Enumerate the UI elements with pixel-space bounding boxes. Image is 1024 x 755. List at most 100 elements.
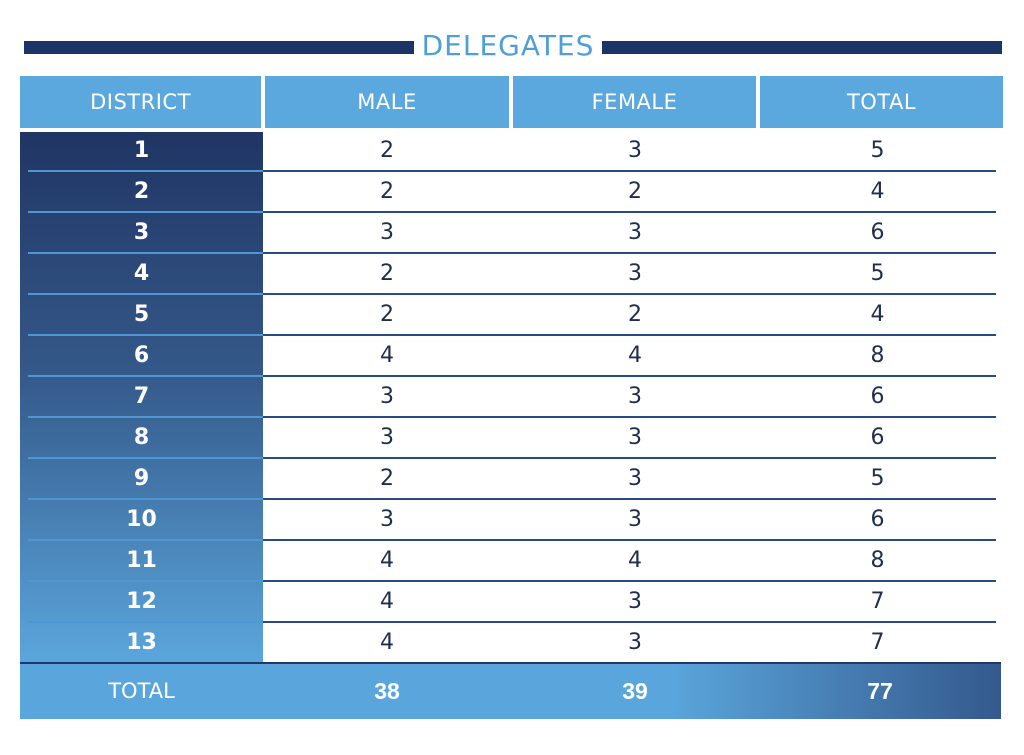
row-divider-district: [28, 375, 263, 377]
total-row: TOTAL 38 39 77: [20, 662, 1001, 719]
table-body: 1 2 3 5 2 2 2 4 3 3 3 6 4 2 3 5 5 2 2 4 6 4 4 8 7 3 3 6 8 3 3 6 9 2 3 5 10 3 3…: [20, 132, 996, 662]
table-row: 10 3 3 6: [20, 501, 996, 542]
row-divider: [263, 498, 996, 500]
row-divider: [263, 580, 996, 582]
table-row: 4 2 3 5: [20, 255, 996, 296]
cell-total: 8: [870, 343, 885, 368]
table-row: 12 4 3 7: [20, 583, 996, 624]
cell-female: 2: [628, 179, 642, 204]
cell-female: 3: [628, 425, 642, 450]
cell-total: 5: [870, 138, 885, 163]
table-row: 7 3 3 6: [20, 378, 996, 419]
table-row: 6 4 4 8: [20, 337, 996, 378]
cell-total: 4: [870, 302, 885, 327]
row-divider: [263, 252, 996, 254]
cell-male: 3: [380, 425, 394, 450]
cell-district: 8: [133, 425, 150, 450]
cell-district: 4: [133, 261, 150, 286]
cell-male: 2: [380, 179, 394, 204]
cell-male: 4: [380, 630, 394, 655]
table-row: 13 4 3 7: [20, 624, 996, 665]
cell-female: 3: [628, 589, 642, 614]
row-divider-district: [28, 416, 263, 418]
row-divider-district: [28, 211, 263, 213]
cell-total: 7: [870, 589, 885, 614]
cell-total: 4: [870, 179, 885, 204]
header-male: MALE: [265, 76, 509, 128]
cell-male: 2: [380, 466, 394, 491]
title-rule-right: [602, 41, 1002, 54]
table-row: 11 4 4 8: [20, 542, 996, 583]
cell-female: 3: [628, 220, 642, 245]
table-row: 9 2 3 5: [20, 460, 996, 501]
cell-female: 4: [628, 548, 642, 573]
cell-female: 4: [628, 343, 642, 368]
cell-female: 2: [628, 302, 642, 327]
header-female: FEMALE: [513, 76, 756, 128]
total-total: 77: [867, 678, 893, 704]
row-divider-district: [28, 498, 263, 500]
table-row: 1 2 3 5: [20, 132, 996, 173]
row-divider: [263, 170, 996, 172]
row-divider: [263, 334, 996, 336]
cell-total: 6: [870, 425, 885, 450]
cell-total: 8: [870, 548, 885, 573]
row-divider-district: [28, 293, 263, 295]
table-title-bar: DELEGATES: [24, 26, 1002, 66]
row-divider: [263, 375, 996, 377]
total-female: 39: [622, 678, 648, 704]
total-label: TOTAL: [108, 679, 175, 703]
cell-total: 6: [870, 220, 885, 245]
table-row: 3 3 3 6: [20, 214, 996, 255]
row-divider-district: [28, 170, 263, 172]
cell-male: 4: [380, 548, 394, 573]
cell-male: 2: [380, 302, 394, 327]
cell-male: 2: [380, 261, 394, 286]
cell-female: 3: [628, 630, 642, 655]
table-title: DELEGATES: [421, 29, 595, 62]
cell-female: 3: [628, 384, 642, 409]
cell-district: 11: [126, 548, 157, 573]
cell-district: 10: [126, 507, 157, 532]
cell-total: 6: [870, 507, 885, 532]
row-divider: [263, 457, 996, 459]
cell-district: 7: [133, 384, 150, 409]
header-total: TOTAL: [760, 76, 1003, 128]
cell-district: 5: [133, 302, 150, 327]
row-divider: [263, 293, 996, 295]
cell-total: 6: [870, 384, 885, 409]
row-divider-district: [28, 621, 263, 623]
cell-male: 4: [380, 343, 394, 368]
cell-male: 3: [380, 384, 394, 409]
row-divider-district: [28, 539, 263, 541]
row-divider-district: [28, 457, 263, 459]
cell-male: 3: [380, 220, 394, 245]
cell-district: 6: [133, 343, 150, 368]
cell-total: 7: [870, 630, 885, 655]
cell-male: 4: [380, 589, 394, 614]
row-divider: [263, 621, 996, 623]
row-divider: [263, 416, 996, 418]
row-divider: [263, 211, 996, 213]
district-column-band: [20, 132, 263, 662]
cell-district: 13: [126, 630, 157, 655]
cell-female: 3: [628, 507, 642, 532]
cell-total: 5: [870, 261, 885, 286]
row-divider-district: [28, 580, 263, 582]
title-rule-left: [24, 41, 414, 54]
cell-district: 2: [133, 179, 150, 204]
header-district: DISTRICT: [20, 76, 261, 128]
table-row: 8 3 3 6: [20, 419, 996, 460]
table-row: 5 2 2 4: [20, 296, 996, 337]
cell-female: 3: [628, 138, 642, 163]
cell-district: 9: [133, 466, 150, 491]
total-male: 38: [374, 678, 400, 704]
cell-district: 3: [133, 220, 150, 245]
cell-district: 1: [133, 138, 150, 163]
cell-female: 3: [628, 466, 642, 491]
cell-male: 3: [380, 507, 394, 532]
cell-female: 3: [628, 261, 642, 286]
row-divider-district: [28, 252, 263, 254]
table-row: 2 2 2 4: [20, 173, 996, 214]
row-divider-district: [28, 334, 263, 336]
